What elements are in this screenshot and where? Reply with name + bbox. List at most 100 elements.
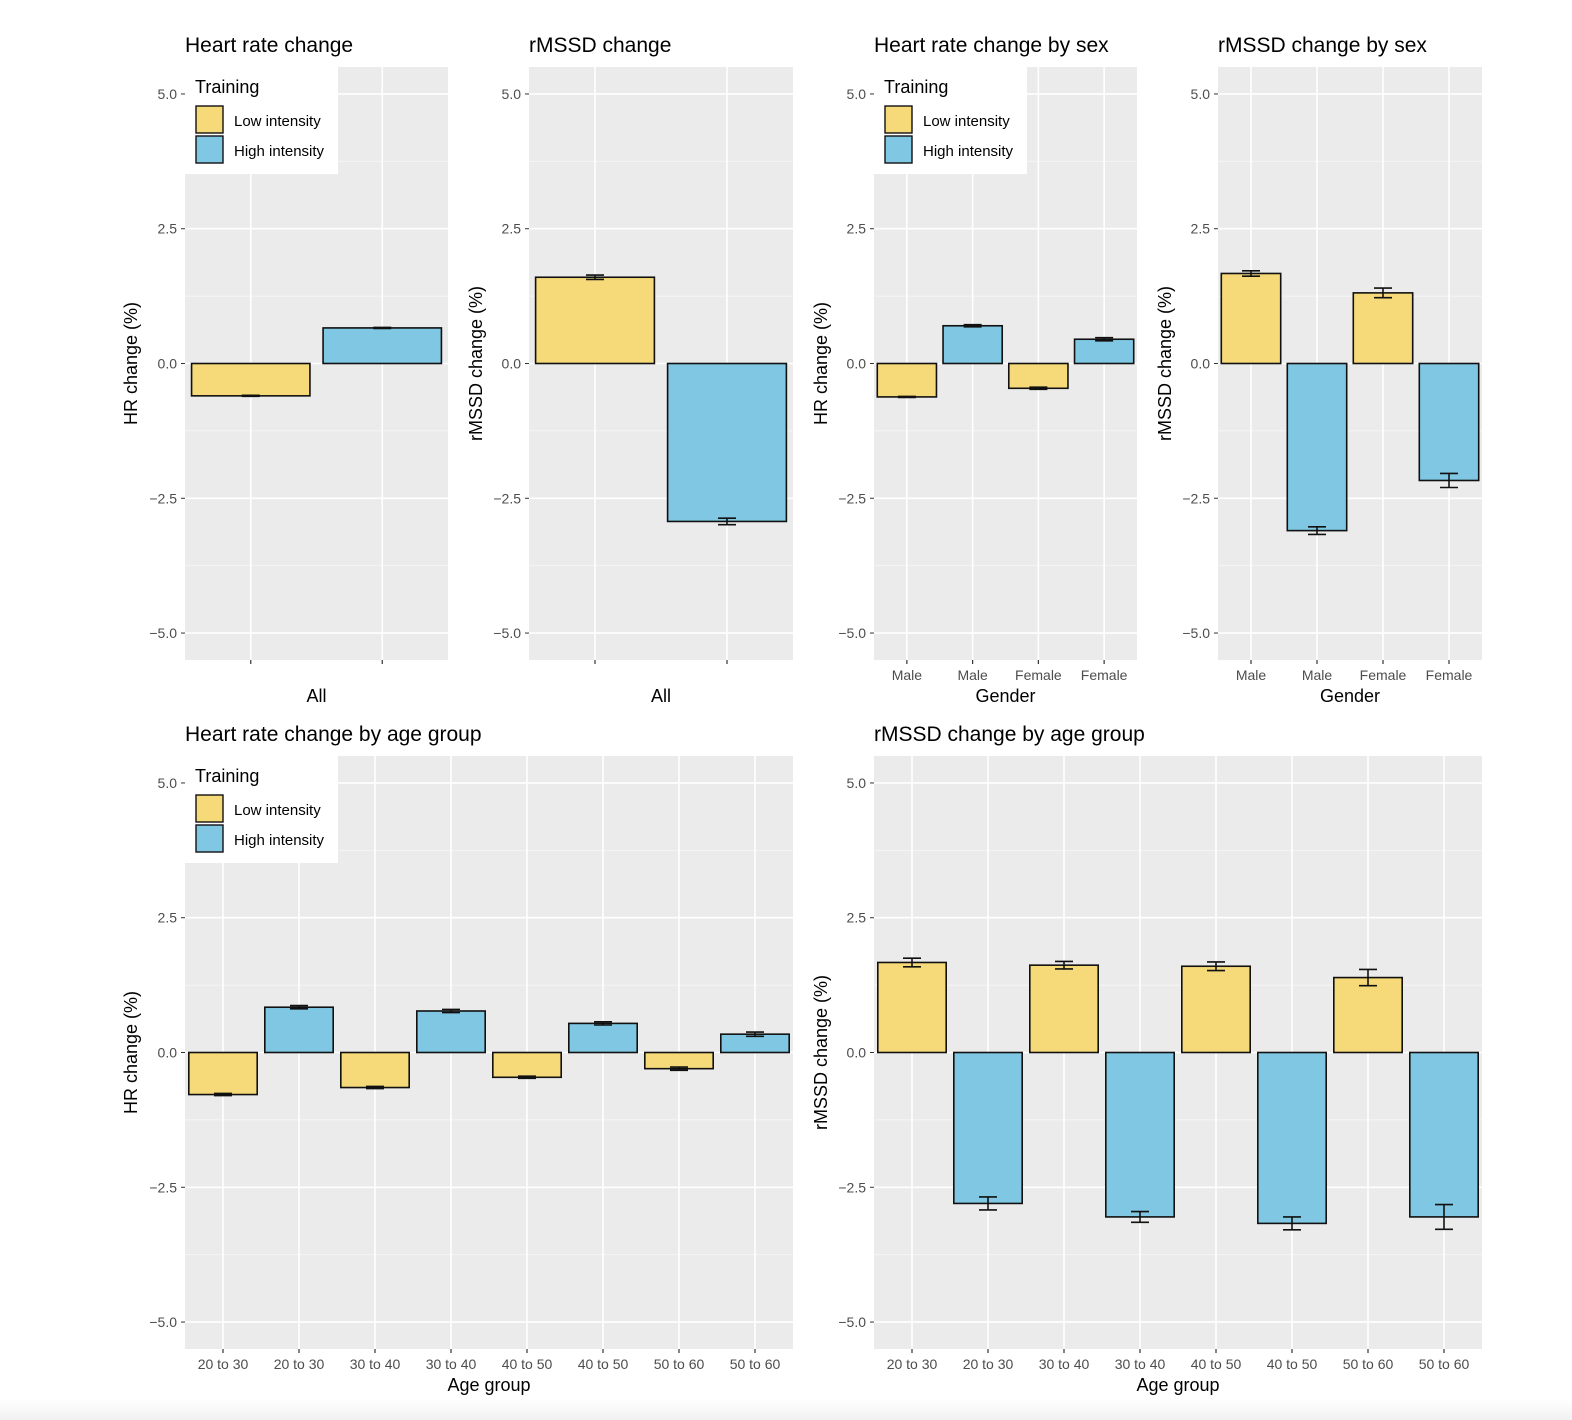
y-tick-label: 2.5 [158, 221, 178, 237]
x-tick-label: 50 to 60 [654, 1356, 705, 1372]
x-tick-label: 50 to 60 [1343, 1356, 1394, 1372]
bar-low-intensity [643, 1051, 714, 1070]
panel-rmssd-all: −5.0 −2.5 0.0 2.5 5.0 All rMSSD change (%) rMSS… [466, 34, 793, 706]
error-bar [718, 517, 736, 526]
y-tick-label: −5.0 [493, 625, 521, 641]
bar-low-intensity [876, 961, 947, 1054]
x-tick-label: 20 to 30 [887, 1356, 938, 1372]
error-bar [1435, 1203, 1453, 1231]
y-tick-label: −5.0 [838, 1314, 866, 1330]
x-tick-label: 30 to 40 [1039, 1356, 1090, 1372]
y-tick-label: −2.5 [493, 490, 521, 506]
error-bar [241, 394, 260, 398]
y-tick-label: −2.5 [1182, 490, 1210, 506]
bar-high-intensity [1105, 1051, 1176, 1218]
x-tick-label: 20 to 30 [198, 1356, 249, 1372]
y-axis-title: HR change (%) [121, 302, 141, 425]
panel-rmssd-sex: −5.0 −2.5 0.0 2.5 5.0 Male Male Female Female Gen… [1155, 34, 1482, 706]
x-tick-label: Male [892, 667, 923, 683]
x-axis-title: Age group [1136, 1375, 1219, 1395]
y-tick-label: 2.5 [502, 221, 522, 237]
x-tick-label: 40 to 50 [1191, 1356, 1242, 1372]
bar-low-intensity [1181, 965, 1252, 1054]
legend-title: Training [884, 77, 948, 97]
error-bar [1440, 472, 1458, 489]
y-tick-label: −2.5 [149, 490, 177, 506]
error-bar [373, 326, 392, 330]
panel-title: rMSSD change [529, 34, 671, 57]
x-tick-label: Female [1015, 667, 1062, 683]
x-tick-label: 50 to 60 [1419, 1356, 1470, 1372]
bar-high-intensity [666, 362, 788, 523]
bar-low-intensity [1220, 272, 1282, 365]
bar-low-intensity [491, 1051, 562, 1079]
legend-title: Training [195, 77, 259, 97]
y-tick-label: −2.5 [838, 1179, 866, 1195]
y-tick-label: 2.5 [847, 221, 867, 237]
bar-low-intensity [339, 1051, 410, 1089]
legend-label-high: High intensity [234, 832, 325, 849]
bar-high-intensity [263, 1006, 334, 1054]
panel-title: rMSSD change by sex [1218, 34, 1427, 57]
x-tick-label: 30 to 40 [426, 1356, 477, 1372]
x-axis-title: Gender [975, 686, 1035, 706]
error-bar [1283, 1216, 1301, 1231]
y-axis-title: HR change (%) [121, 991, 141, 1114]
x-tick-label: Female [1081, 667, 1128, 683]
bar-low-intensity [190, 362, 311, 397]
x-axis-title: Gender [1320, 686, 1380, 706]
legend-swatch-high [195, 135, 224, 164]
y-tick-label: −5.0 [149, 625, 177, 641]
x-tick-label: 20 to 30 [963, 1356, 1014, 1372]
legend-title: Training [195, 766, 259, 786]
y-tick-label: 5.0 [158, 775, 178, 791]
error-bar [1359, 968, 1377, 987]
x-axis-title: Age group [447, 1375, 530, 1395]
panel-hr-all: −5.0 −2.5 0.0 2.5 5.0 All HR change (%) Heart r… [121, 34, 448, 706]
panel-hr-sex: −5.0 −2.5 0.0 2.5 5.0 Male Male Female Female Gen… [811, 34, 1137, 706]
error-bar [518, 1075, 536, 1080]
error-bar [214, 1092, 232, 1097]
bar-high-intensity [952, 1051, 1023, 1205]
bar-high-intensity [1286, 362, 1348, 532]
error-bar [1029, 386, 1048, 391]
legend-swatch-high [884, 135, 913, 164]
y-tick-label: 2.5 [158, 910, 178, 926]
y-tick-label: −5.0 [838, 625, 866, 641]
legend-label-low: Low intensity [234, 802, 321, 819]
x-tick-label: 40 to 50 [502, 1356, 553, 1372]
y-tick-label: 5.0 [158, 86, 178, 102]
error-bar [1207, 961, 1225, 972]
error-bar [442, 1008, 460, 1014]
error-bar [903, 957, 921, 968]
error-bar [963, 323, 982, 328]
legend-label-high: High intensity [923, 143, 1014, 160]
bar-low-intensity [1352, 292, 1414, 365]
bar-high-intensity [1418, 362, 1480, 482]
x-tick-label: 20 to 30 [274, 1356, 325, 1372]
x-tick-label: 30 to 40 [350, 1356, 401, 1372]
y-tick-label: 0.0 [847, 1045, 867, 1061]
bar-high-intensity [1073, 338, 1135, 365]
bar-high-intensity [1409, 1051, 1480, 1218]
legend-label-high: High intensity [234, 143, 325, 160]
error-bar [670, 1066, 688, 1072]
bar-high-intensity [322, 327, 443, 365]
y-tick-label: −2.5 [149, 1179, 177, 1195]
bar-high-intensity [567, 1022, 638, 1054]
legend-swatch-low [195, 794, 224, 823]
x-tick-label: 40 to 50 [578, 1356, 629, 1372]
bar-low-intensity [1029, 964, 1100, 1054]
panel-title: Heart rate change by age group [185, 723, 482, 746]
bar-low-intensity [534, 276, 656, 365]
x-tick-label: 30 to 40 [1115, 1356, 1166, 1372]
legend: Training Low intensity High intensity [185, 756, 338, 863]
legend-label-low: Low intensity [234, 113, 321, 130]
y-tick-label: 5.0 [847, 775, 867, 791]
panel-title: Heart rate change [185, 34, 353, 57]
x-tick-label: Male [1302, 667, 1333, 683]
panel-title: Heart rate change by sex [874, 34, 1109, 57]
legend: Training Low intensity High intensity [874, 67, 1027, 174]
bar-low-intensity [1333, 976, 1404, 1054]
